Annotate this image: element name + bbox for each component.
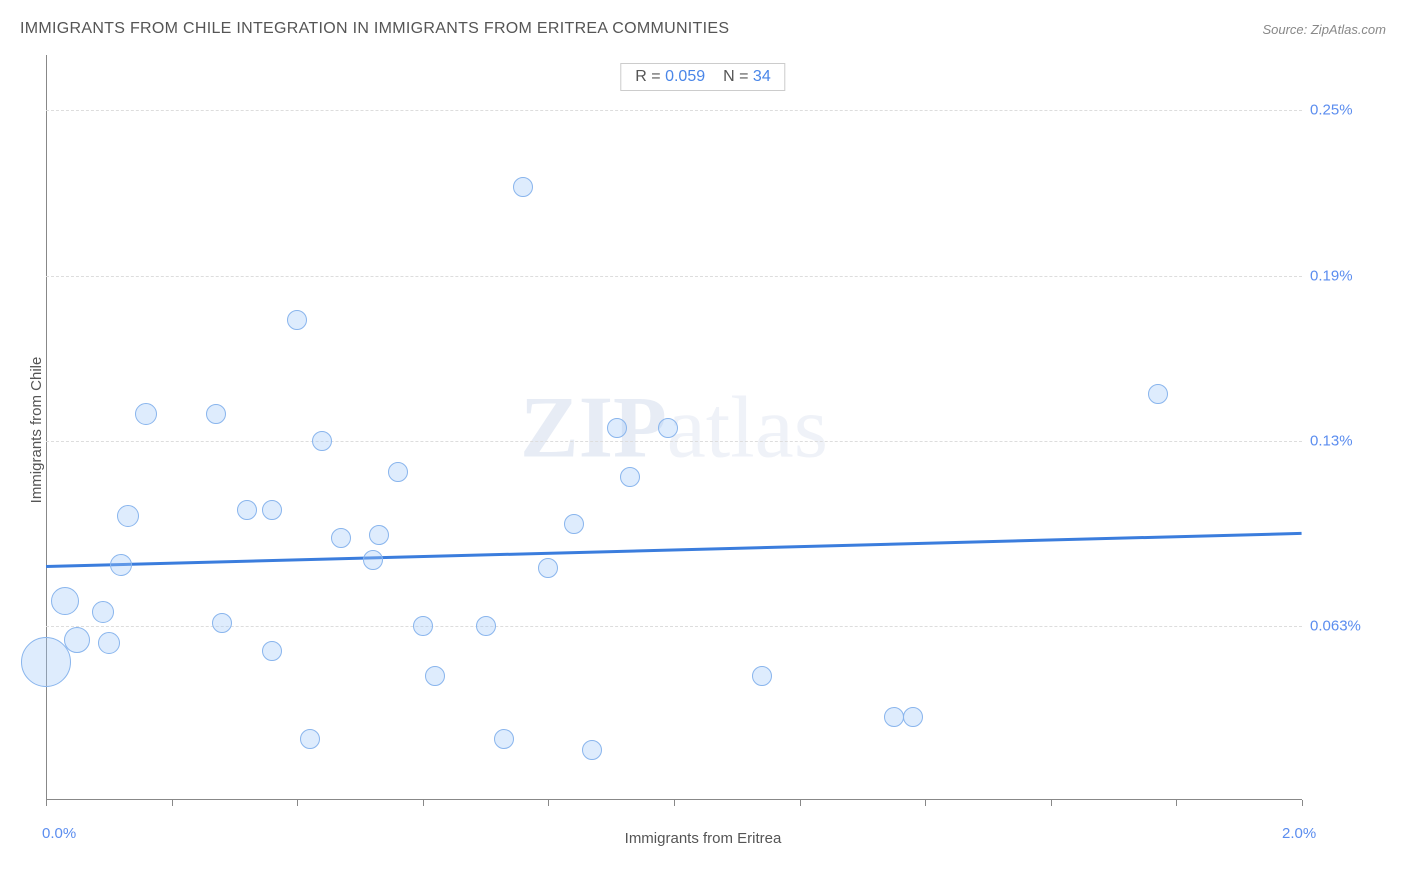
data-point: [582, 740, 602, 760]
data-point: [64, 627, 90, 653]
data-point: [564, 514, 584, 534]
data-point: [51, 587, 79, 615]
y-tick-label: 0.25%: [1310, 102, 1353, 119]
data-point: [476, 616, 496, 636]
data-point: [300, 729, 320, 749]
gridline: [46, 276, 1302, 277]
data-point: [513, 177, 533, 197]
x-tick: [46, 800, 47, 806]
data-point: [369, 525, 389, 545]
x-axis-title: Immigrants from Eritrea: [625, 830, 782, 847]
x-tick: [297, 800, 298, 806]
gridline: [46, 441, 1302, 442]
data-point: [620, 467, 640, 487]
data-point: [117, 505, 139, 527]
x-tick: [548, 800, 549, 806]
n-value: 34: [753, 68, 771, 85]
data-point: [287, 310, 307, 330]
data-point: [538, 558, 558, 578]
y-tick-label: 0.063%: [1310, 618, 1361, 635]
y-tick-label: 0.13%: [1310, 433, 1353, 450]
data-point: [363, 550, 383, 570]
x-tick: [674, 800, 675, 806]
x-tick: [423, 800, 424, 806]
gridline: [46, 626, 1302, 627]
x-tick: [800, 800, 801, 806]
gridline: [46, 110, 1302, 111]
data-point: [312, 431, 332, 451]
data-point: [206, 404, 226, 424]
data-point: [752, 666, 772, 686]
n-stat: N = 34: [723, 68, 771, 86]
data-point: [607, 418, 627, 438]
data-point: [92, 601, 114, 623]
data-point: [1148, 384, 1168, 404]
data-point: [135, 403, 157, 425]
x-tick: [1051, 800, 1052, 806]
data-point: [262, 641, 282, 661]
x-tick: [1176, 800, 1177, 806]
stats-legend: R = 0.059 N = 34: [620, 63, 785, 91]
x-tick-label: 2.0%: [1282, 825, 1316, 842]
data-point: [388, 462, 408, 482]
data-point: [494, 729, 514, 749]
trendline: [46, 532, 1302, 568]
data-point: [21, 637, 71, 687]
data-point: [413, 616, 433, 636]
data-point: [212, 613, 232, 633]
chart-title: IMMIGRANTS FROM CHILE INTEGRATION IN IMM…: [20, 20, 729, 38]
r-value: 0.059: [665, 68, 705, 85]
data-point: [425, 666, 445, 686]
header: IMMIGRANTS FROM CHILE INTEGRATION IN IMM…: [20, 20, 1386, 38]
data-point: [262, 500, 282, 520]
data-point: [903, 707, 923, 727]
data-point: [658, 418, 678, 438]
x-tick: [925, 800, 926, 806]
data-point: [237, 500, 257, 520]
x-tick-label: 0.0%: [42, 825, 76, 842]
source-attribution: Source: ZipAtlas.com: [1262, 22, 1386, 37]
scatter-chart: ZIPatlas: [46, 55, 1302, 800]
r-stat: R = 0.059: [635, 68, 705, 86]
data-point: [98, 632, 120, 654]
y-axis-title: Immigrants from Chile: [28, 357, 45, 504]
x-tick: [172, 800, 173, 806]
data-point: [110, 554, 132, 576]
data-point: [884, 707, 904, 727]
data-point: [331, 528, 351, 548]
y-tick-label: 0.19%: [1310, 267, 1353, 284]
y-axis-line: [46, 55, 47, 800]
x-tick: [1302, 800, 1303, 806]
